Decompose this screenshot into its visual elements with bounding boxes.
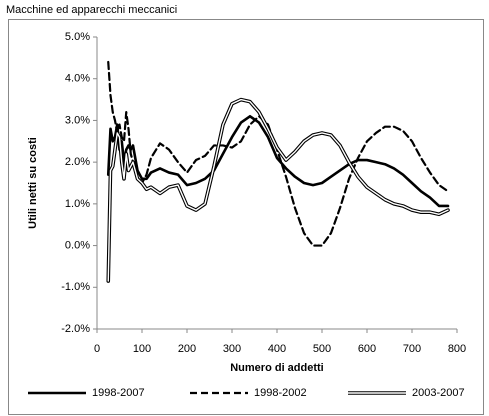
series-line-inner bbox=[107, 98, 449, 282]
y-axis-title: Utili netti su costi bbox=[27, 137, 39, 229]
x-tick-label: 600 bbox=[358, 343, 376, 355]
y-tick-label: 3.0% bbox=[65, 114, 90, 126]
x-tick-label: 500 bbox=[313, 343, 331, 355]
chart-frame bbox=[8, 19, 484, 415]
series-line bbox=[106, 97, 450, 283]
y-tick-label: -1.0% bbox=[61, 281, 90, 293]
y-tick-label: 1.0% bbox=[65, 198, 90, 210]
legend-label: 1998-2007 bbox=[92, 387, 145, 399]
y-tick-label: 5.0% bbox=[65, 31, 90, 43]
x-tick-label: 300 bbox=[223, 343, 241, 355]
x-tick-label: 800 bbox=[448, 343, 466, 355]
y-tick-label: 2.0% bbox=[65, 156, 90, 168]
chart-title: Macchine ed apparecchi meccanici bbox=[6, 4, 177, 16]
y-tick-label: 4.0% bbox=[65, 73, 90, 85]
x-tick-label: 400 bbox=[268, 343, 286, 355]
series-line bbox=[107, 60, 450, 247]
y-tick-label: 0.0% bbox=[65, 239, 90, 251]
series-line bbox=[106, 114, 450, 208]
x-tick-label: 700 bbox=[403, 343, 421, 355]
x-tick-label: 100 bbox=[133, 343, 151, 355]
x-axis-title: Numero di addetti bbox=[230, 362, 324, 374]
legend-label: 1998-2002 bbox=[254, 387, 307, 399]
x-tick-label: 200 bbox=[178, 343, 196, 355]
x-tick-label: 0 bbox=[94, 343, 100, 355]
legend-label: 2003-2007 bbox=[412, 387, 465, 399]
y-tick-label: -2.0% bbox=[61, 323, 90, 335]
